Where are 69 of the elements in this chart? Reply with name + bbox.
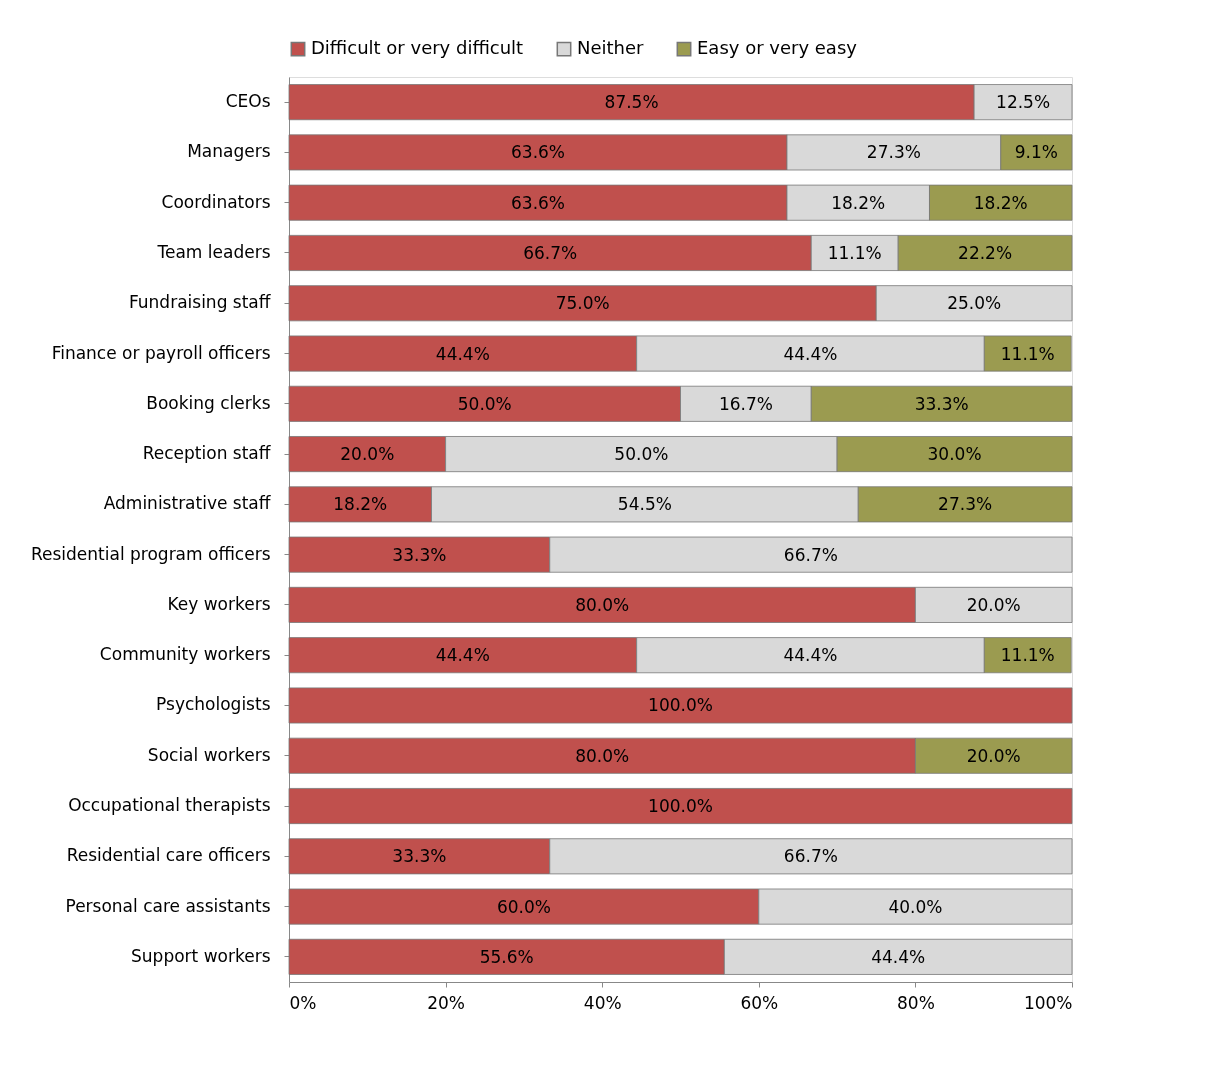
data-label: 16.7%: [718, 393, 773, 414]
data-label: 9.1%: [1014, 142, 1058, 163]
y-tick-label: Finance or payroll officers: [51, 342, 271, 363]
data-label: 30.0%: [927, 444, 982, 465]
y-tick-label: Residential program officers: [30, 543, 271, 564]
data-label: 27.3%: [938, 494, 993, 515]
y-tick-label: Team leaders: [156, 241, 271, 262]
y-tick-label: Key workers: [167, 593, 271, 614]
y-tick-label: Personal care assistants: [65, 895, 271, 916]
data-label: 66.7%: [783, 846, 838, 867]
legend-label: Neither: [577, 37, 645, 59]
y-tick-label: Administrative staff: [103, 493, 272, 514]
data-label: 44.4%: [435, 343, 490, 364]
data-label: 18.2%: [333, 494, 388, 515]
data-label: 33.3%: [914, 393, 969, 414]
data-label: 44.4%: [783, 645, 838, 666]
y-tick-label: Booking clerks: [146, 392, 271, 413]
legend-label: Difficult or very difficult: [311, 37, 524, 59]
data-label: 20.0%: [966, 745, 1021, 766]
y-tick-label: Residential care officers: [66, 845, 271, 866]
data-label: 55.6%: [479, 946, 534, 967]
data-label: 44.4%: [871, 946, 926, 967]
data-label: 18.2%: [973, 192, 1028, 213]
y-tick-label: Reception staff: [142, 443, 272, 464]
x-tick-label: 80%: [897, 992, 935, 1013]
data-label: 25.0%: [947, 293, 1002, 314]
data-label: 75.0%: [555, 293, 610, 314]
data-label: 12.5%: [996, 92, 1051, 113]
data-label: 63.6%: [510, 192, 565, 213]
x-tick-label: 0%: [289, 992, 317, 1013]
data-label: 20.0%: [340, 444, 395, 465]
data-label: 22.2%: [958, 242, 1013, 263]
data-label: 50.0%: [457, 393, 512, 414]
data-label: 11.1%: [1000, 645, 1055, 666]
data-label: 100.0%: [648, 695, 713, 716]
y-tick-label: Coordinators: [161, 191, 271, 212]
x-tick-label: 100%: [1023, 992, 1073, 1013]
y-tick-label: Social workers: [147, 744, 271, 765]
x-tick-label: 20%: [427, 992, 465, 1013]
y-tick-label: Psychologists: [156, 694, 271, 715]
data-label: 44.4%: [783, 343, 838, 364]
x-tick-label: 60%: [740, 992, 779, 1013]
data-label: 66.7%: [783, 544, 838, 565]
data-label: 63.6%: [510, 142, 565, 163]
data-label: 54.5%: [617, 494, 672, 515]
data-label: 40.0%: [888, 896, 943, 917]
data-label: 60.0%: [496, 896, 551, 917]
data-label: 33.3%: [392, 544, 447, 565]
y-tick-label: Support workers: [131, 945, 271, 966]
data-label: 33.3%: [392, 846, 447, 867]
data-label: 20.0%: [966, 594, 1021, 615]
data-label: 11.1%: [827, 242, 882, 263]
legend-label: Easy or very easy: [697, 37, 858, 59]
data-label: 44.4%: [435, 645, 490, 666]
y-tick-label: Fundraising staff: [128, 292, 272, 313]
x-tick-label: 40%: [583, 992, 622, 1013]
y-tick-label: Community workers: [99, 644, 271, 665]
data-label: 66.7%: [523, 242, 578, 263]
data-label: 11.1%: [1000, 343, 1055, 364]
y-tick-label: CEOs: [225, 91, 271, 112]
y-tick-label: Occupational therapists: [68, 795, 271, 816]
y-tick-label: Managers: [187, 141, 271, 162]
data-label: 80.0%: [575, 745, 630, 766]
data-label: 80.0%: [575, 594, 630, 615]
data-label: 27.3%: [866, 142, 921, 163]
data-label: 50.0%: [614, 444, 669, 465]
data-label: 87.5%: [604, 92, 659, 113]
data-label: 18.2%: [831, 192, 886, 213]
data-label: 100.0%: [648, 796, 713, 817]
